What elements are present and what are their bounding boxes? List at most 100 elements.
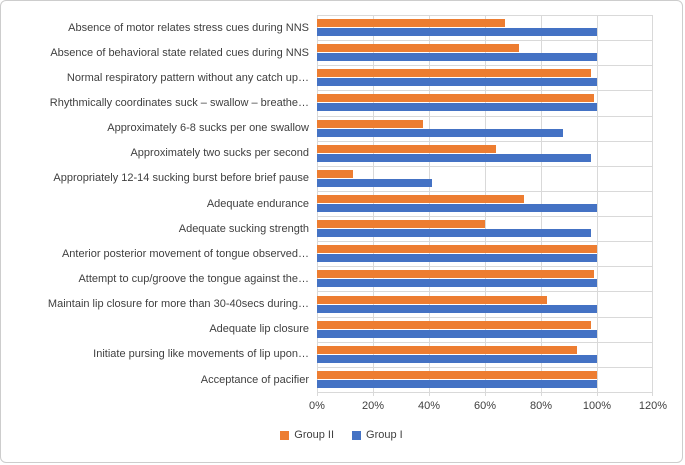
bar-group-i: [317, 304, 597, 313]
bar-group-ii: [317, 144, 497, 153]
bar-group-ii: [317, 169, 354, 178]
category-label: Acceptance of pacifier: [200, 373, 309, 386]
horizontal-gridline: [317, 40, 653, 42]
bar-group-i: [317, 78, 597, 87]
x-tick-label: 40%: [417, 400, 440, 412]
category-label: Adequate lip closure: [209, 323, 309, 336]
category-label: Normal respiratory pattern without any c…: [66, 71, 309, 84]
bar-group-i: [317, 153, 592, 162]
legend-item-group-ii: Group II: [280, 429, 334, 441]
x-tick-label: 120%: [638, 400, 668, 412]
vertical-gridline: [540, 15, 542, 392]
vertical-gridline: [428, 15, 430, 392]
legend-label: Group II: [294, 429, 335, 441]
bar-row: [317, 65, 653, 90]
bar-group-i: [317, 329, 597, 338]
bar-row: [317, 141, 653, 166]
bar-group-ii: [317, 44, 519, 53]
legend: Group II Group I: [1, 429, 682, 441]
bar-group-ii: [317, 295, 547, 304]
horizontal-gridline: [317, 266, 653, 268]
x-tick-label: 100%: [582, 400, 612, 412]
bar-group-i: [317, 53, 597, 62]
x-tick-mark: [428, 392, 430, 396]
vertical-gridline: [372, 15, 374, 392]
horizontal-gridline: [317, 216, 653, 218]
x-tick-mark: [317, 392, 318, 396]
bar-group-ii: [317, 19, 505, 28]
bar-group-ii: [317, 371, 597, 380]
bar-row: [317, 216, 653, 241]
legend-swatch-icon: [280, 430, 290, 440]
vertical-gridline: [652, 15, 653, 392]
category-label: Anterior posterior movement of tongue ob…: [61, 247, 309, 260]
x-tick-mark: [652, 392, 653, 396]
vertical-gridline: [485, 15, 486, 392]
bar-group-i: [317, 204, 597, 213]
bar-row: [317, 166, 653, 191]
bar-row: [317, 292, 653, 317]
bar-group-i: [317, 178, 432, 187]
horizontal-gridline: [317, 15, 653, 16]
x-tick-label: 0%: [309, 400, 325, 412]
bar-group-i: [317, 229, 592, 238]
bar-group-ii: [317, 245, 597, 254]
category-label: Adequate endurance: [206, 197, 309, 210]
bar-row: [317, 191, 653, 216]
bar-group-ii: [317, 195, 525, 204]
bar-group-i: [317, 354, 597, 363]
bar-row: [317, 266, 653, 291]
horizontal-gridline: [317, 65, 653, 67]
bar-group-ii: [317, 220, 485, 229]
category-axis-labels: Absence of motor relates stress cues dur…: [1, 15, 309, 392]
gridlines: [317, 15, 653, 392]
bar-group-i: [317, 254, 597, 263]
bar-group-i: [317, 279, 597, 288]
bar-row: [317, 342, 653, 367]
x-tick-label: 60%: [473, 400, 497, 412]
category-label: Rhythmically coordinates suck – swallow …: [49, 96, 309, 109]
horizontal-gridline: [317, 366, 653, 368]
bar-group-ii: [317, 345, 578, 354]
horizontal-gridline: [317, 291, 653, 293]
category-label: Approximately two sucks per second: [130, 147, 309, 160]
horizontal-gridline: [317, 190, 653, 192]
x-tick-mark: [597, 392, 598, 396]
bar-row: [317, 90, 653, 115]
horizontal-gridline: [317, 90, 653, 92]
x-axis: 0% 20% 40% 60% 80% 100% 120%: [309, 392, 667, 418]
x-tick-label: 20%: [361, 400, 384, 412]
bar-group-ii: [317, 320, 592, 329]
category-label: Adequate sucking strength: [178, 222, 309, 235]
bar-row: [317, 15, 653, 40]
category-label: Absence of behavioral state related cues…: [50, 46, 309, 59]
legend-label: Group I: [366, 429, 403, 441]
vertical-gridline: [317, 15, 318, 392]
category-label: Appropriately 12-14 sucking burst before…: [53, 172, 309, 185]
category-label: Attempt to cup/groove the tongue against…: [78, 272, 309, 285]
bar-group-i: [317, 28, 597, 37]
x-tick-label: 80%: [529, 400, 552, 412]
bar-group-ii: [317, 119, 424, 128]
legend-swatch-icon: [352, 430, 362, 440]
horizontal-gridline: [317, 316, 653, 318]
category-label: Initiate pursing like movements of lip u…: [93, 348, 309, 361]
horizontal-gridline: [317, 341, 653, 343]
bar-row: [317, 241, 653, 266]
category-label: Absence of motor relates stress cues dur…: [68, 21, 309, 34]
horizontal-gridline: [317, 165, 653, 167]
x-tick-mark: [540, 392, 542, 396]
bar-group-i: [317, 103, 597, 112]
vertical-gridline: [597, 15, 598, 392]
category-label: Approximately 6-8 sucks per one swallow: [107, 122, 309, 135]
bar-row: [317, 367, 653, 392]
horizontal-gridline: [317, 115, 653, 117]
bar-row: [317, 40, 653, 65]
bar-group-ii: [317, 94, 595, 103]
bar-group-i: [317, 380, 597, 389]
bar-rows: [317, 15, 653, 392]
x-tick-mark: [372, 392, 374, 396]
bar-row: [317, 116, 653, 141]
bar-group-ii: [317, 270, 595, 279]
